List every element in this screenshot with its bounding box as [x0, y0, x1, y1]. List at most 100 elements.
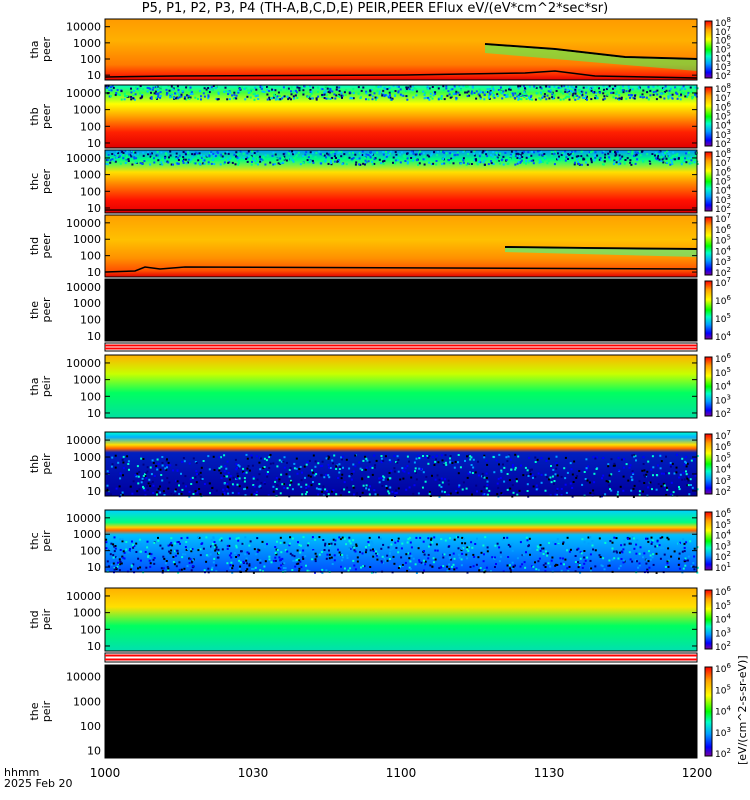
y-tick-label: 10000	[66, 21, 101, 34]
chart-title: P5, P1, P2, P3, P4 (TH-A,B,C,D,E) PEIR,P…	[141, 1, 609, 16]
colorbar	[704, 433, 713, 495]
colorbar-tick-label: 108	[715, 16, 731, 29]
colorbar-tick-label: 102	[715, 485, 731, 498]
x-axis-label-time: hhmm	[4, 766, 40, 779]
x-axis-label-date: 2025 Feb 20	[4, 777, 73, 790]
colorbar-tick-label: 104	[715, 119, 731, 132]
y-axis-label: thbpeer	[28, 104, 53, 130]
y-tick-label: 10	[87, 407, 101, 420]
colorbar-tick-label: 106	[715, 585, 731, 598]
spectrogram-image	[105, 432, 697, 496]
x-tick-label: 1000	[89, 766, 121, 780]
y-axis-label: thapeir	[28, 375, 53, 397]
colorbar-tick-label: 103	[715, 726, 731, 739]
y-tick-label: 10	[87, 69, 101, 82]
colorbar-tick-label: 103	[715, 474, 731, 487]
y-tick-label: 10	[87, 485, 101, 498]
y-tick-label: 10000	[66, 87, 101, 100]
panel-thb-peer: 10 100 1000 10000 thbpeer 1021031041051061071…	[28, 82, 731, 150]
no-data-area	[105, 665, 697, 758]
spectrogram-image	[105, 510, 697, 572]
colorbar-tick-label: 106	[715, 223, 731, 236]
colorbar-tick-label: 107	[715, 91, 731, 104]
colorbar-tick-label: 102	[715, 69, 731, 82]
y-axis-label: thdpeer	[28, 233, 53, 259]
y-tick-label: 100	[80, 185, 101, 198]
colorbar-tick-label: 103	[715, 60, 731, 73]
colorbar-tick-label: 102	[715, 202, 731, 215]
y-tick-label: 1000	[73, 607, 101, 620]
colorbar-tick-label: 106	[715, 294, 731, 307]
spectrogram-image	[105, 588, 697, 651]
colorbar-tick-label: 106	[715, 440, 731, 453]
x-tick-label: 1100	[385, 766, 417, 780]
y-tick-label: 100	[80, 623, 101, 636]
colorbar-tick-label: 105	[715, 518, 731, 531]
colorbar-tick-label: 105	[715, 110, 731, 123]
colorbar-tick-label: 106	[715, 662, 731, 675]
colorbar	[704, 589, 713, 650]
colorbar-tick-label: 101	[715, 561, 731, 574]
spectrogram-image	[105, 19, 697, 80]
colorbar	[704, 356, 713, 417]
y-tick-label: 1000	[73, 451, 101, 464]
colorbar	[704, 666, 713, 757]
panel-thc-peer: 10 100 1000 10000 thcpeer 1021031041051061071…	[28, 147, 731, 215]
colorbar-tick-label: 105	[715, 366, 731, 379]
separator-band	[104, 342, 698, 352]
colorbar-tick-label: 104	[715, 705, 731, 718]
y-axis-label: thapeer	[28, 37, 53, 63]
y-tick-label: 10000	[66, 152, 101, 165]
y-axis-label: thcpeer	[28, 169, 53, 195]
y-tick-label: 100	[80, 250, 101, 263]
y-tick-label: 10	[87, 266, 101, 279]
y-tick-label: 10	[87, 202, 101, 215]
x-tick-label: 1200	[681, 766, 713, 780]
y-tick-label: 1000	[73, 528, 101, 541]
colorbar-tick-label: 104	[715, 184, 731, 197]
colorbar-tick-label: 104	[715, 380, 731, 393]
colorbar-tick-label: 103	[715, 539, 731, 552]
colorbar-tick-label: 106	[715, 34, 731, 47]
colorbar-tick-label: 104	[715, 244, 731, 257]
colorbar	[704, 151, 713, 212]
y-tick-label: 100	[80, 720, 101, 733]
colorbar-tick-label: 108	[715, 147, 731, 160]
colorbar-tick-label: 102	[715, 407, 731, 420]
y-axis-label: thdpeir	[28, 608, 53, 630]
no-data-area	[105, 279, 697, 341]
colorbar-tick-label: 102	[715, 747, 731, 760]
y-tick-label: 100	[80, 53, 101, 66]
y-axis-label: thepeir	[28, 700, 53, 722]
colorbar-tick-label: 104	[715, 613, 731, 626]
colorbar-tick-label: 103	[715, 393, 731, 406]
colorbar-tick-label: 105	[715, 175, 731, 188]
separator-band	[104, 652, 698, 663]
y-axis-label: thbpeir	[28, 453, 53, 475]
y-tick-label: 1000	[73, 695, 101, 708]
colorbar-tick-label: 104	[715, 529, 731, 542]
colorbar-tick-label: 105	[715, 234, 731, 247]
colorbar	[704, 20, 713, 79]
y-tick-label: 1000	[73, 297, 101, 310]
colorbar-tick-label: 105	[715, 312, 731, 325]
y-tick-label: 10000	[66, 590, 101, 603]
y-axis-label: thepeer	[28, 297, 53, 323]
panel-tha-peer: 10 100 1000 10000 thapeer 1021031041051061071…	[28, 16, 731, 82]
y-tick-label: 100	[80, 390, 101, 403]
colorbar-tick-label: 102	[715, 137, 731, 150]
colorbar	[704, 280, 713, 340]
y-tick-label: 10000	[66, 281, 101, 294]
y-tick-label: 1000	[73, 104, 101, 117]
y-tick-label: 100	[80, 120, 101, 133]
colorbar-tick-label: 105	[715, 599, 731, 612]
colorbar	[704, 216, 713, 276]
x-tick-label: 1030	[237, 766, 269, 780]
colorbar-tick-label: 103	[715, 626, 731, 639]
colorbar-tick-label: 104	[715, 51, 731, 64]
y-tick-label: 100	[80, 545, 101, 558]
